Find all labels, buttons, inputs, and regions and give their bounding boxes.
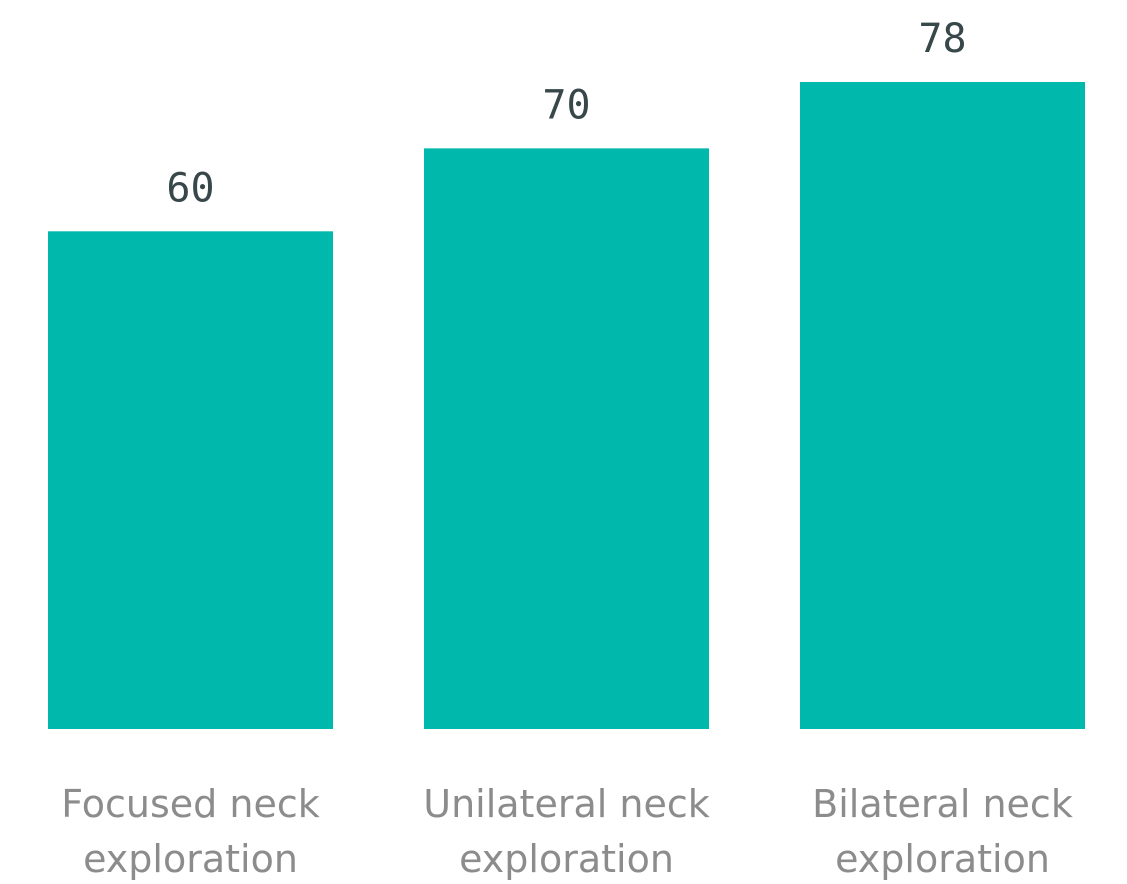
category-labels-group: Focused neck exploration Unilateral neck ex…: [61, 782, 1073, 881]
data-label-1: 70: [542, 82, 590, 128]
bars-group: [48, 82, 1085, 730]
category-label-1-line-1: exploration: [459, 837, 674, 881]
category-label-0-line-1: exploration: [83, 837, 298, 881]
category-label-0-line-0: Focused neck: [61, 782, 319, 826]
bar-2: [800, 82, 1085, 729]
category-label-2-line-0: Bilateral neck: [812, 782, 1073, 826]
bar-0: [48, 231, 333, 730]
data-label-0: 60: [166, 165, 214, 211]
category-label-2-line-1: exploration: [835, 837, 1050, 881]
data-labels-group: 60 70 78: [166, 16, 966, 211]
category-label-1-line-0: Unilateral neck: [423, 782, 709, 826]
bar-1: [424, 148, 709, 729]
data-label-2: 78: [918, 16, 966, 62]
